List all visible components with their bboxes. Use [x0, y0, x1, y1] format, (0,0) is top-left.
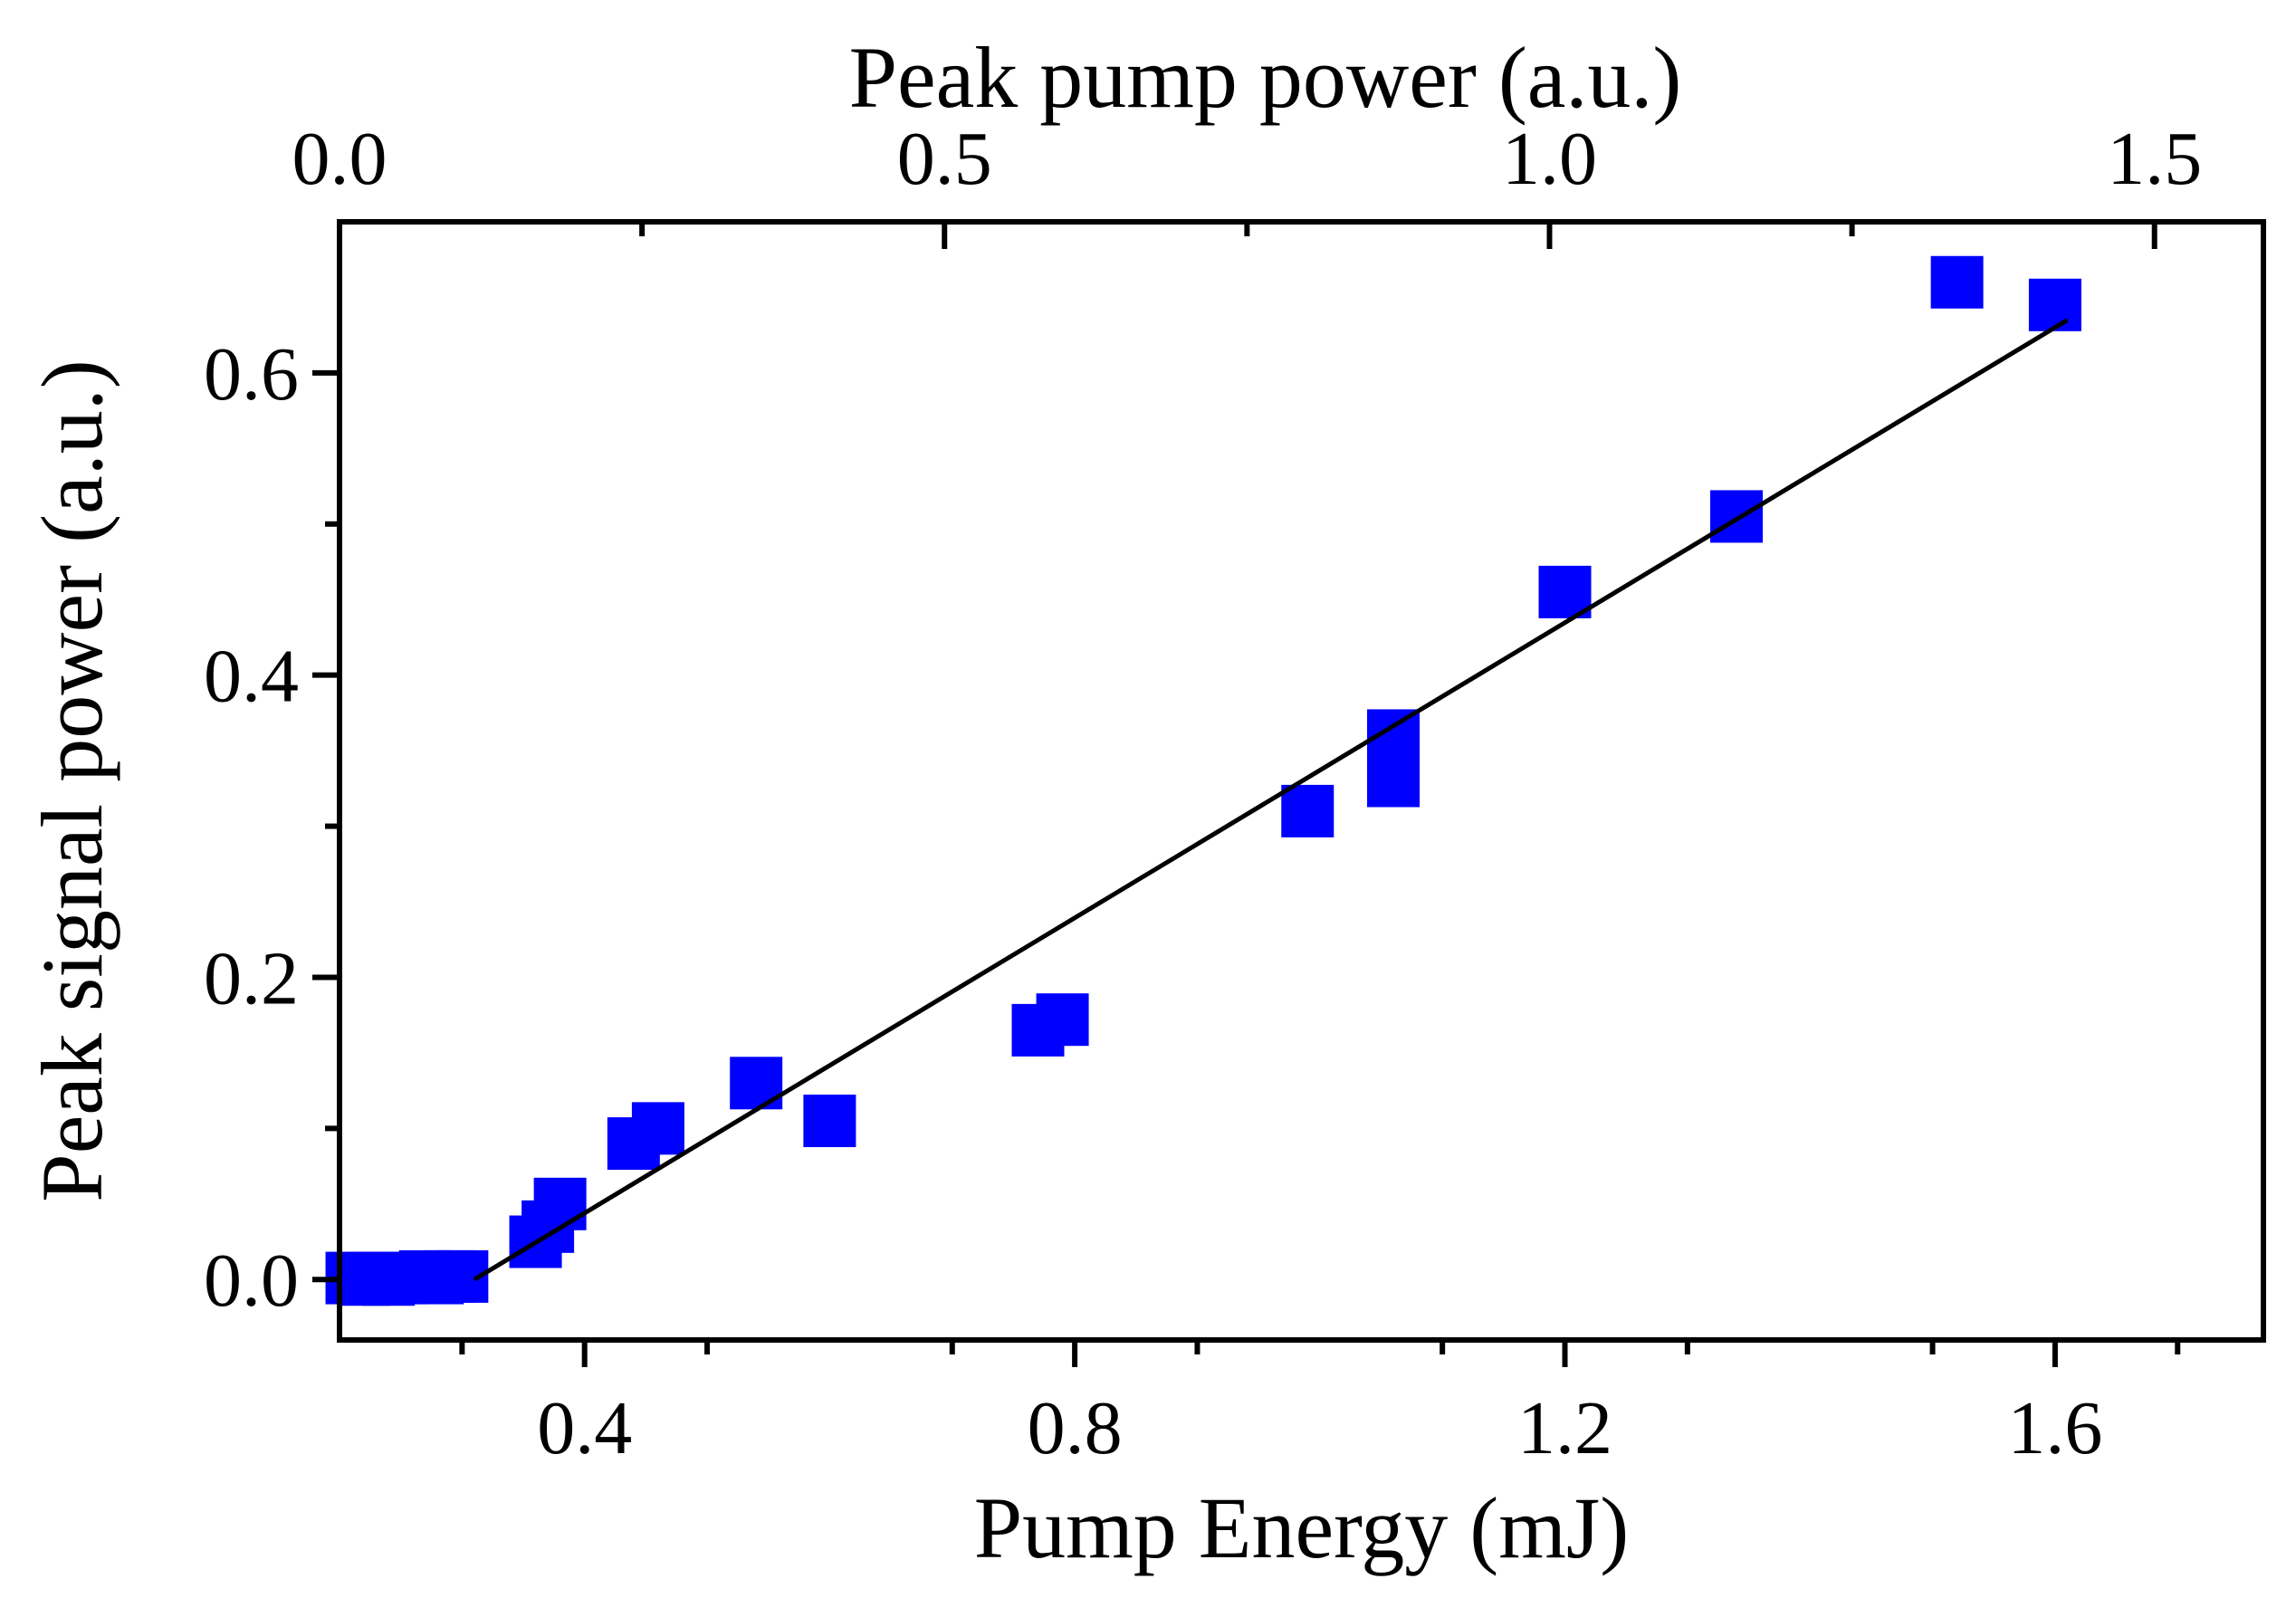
- data-point: [2028, 278, 2081, 331]
- fit-line: [473, 318, 2069, 1282]
- x2-tick-label: 0.5: [897, 117, 992, 201]
- axis-ticks: [312, 222, 2181, 1367]
- x2-tick-label: 1.5: [2107, 117, 2202, 201]
- y-tick-label: 0.4: [204, 635, 299, 719]
- plot-frame: [337, 219, 2266, 1343]
- x-tick-label: 0.4: [537, 1386, 632, 1470]
- data-point: [1930, 255, 1984, 309]
- data-point: [1281, 784, 1335, 837]
- data-point: [730, 1057, 783, 1110]
- y-tick-label: 0.6: [204, 332, 299, 416]
- x-tick-label: 1.2: [1517, 1386, 1612, 1470]
- x2-tick-label: 0.0: [292, 117, 387, 201]
- y-tick-label: 0.2: [204, 936, 299, 1020]
- y-tick-label: 0.0: [204, 1239, 299, 1323]
- x-tick-label: 0.8: [1028, 1386, 1123, 1470]
- data-point: [1709, 490, 1763, 543]
- data-point: [803, 1095, 856, 1148]
- data-point: [631, 1102, 684, 1155]
- x2-tick-label: 1.0: [1502, 117, 1597, 201]
- y-axis-title: Peak signal power (a.u.): [24, 359, 120, 1201]
- data-point: [1036, 993, 1089, 1047]
- data-point: [1367, 754, 1421, 808]
- x-tick-label: 1.6: [2007, 1386, 2102, 1470]
- plot-area: [325, 255, 2081, 1306]
- data-point: [533, 1177, 587, 1230]
- x-axis-title: Pump Energy (mJ): [974, 1479, 1630, 1576]
- x2-axis-title: Peak pump power (a.u.): [849, 29, 1682, 126]
